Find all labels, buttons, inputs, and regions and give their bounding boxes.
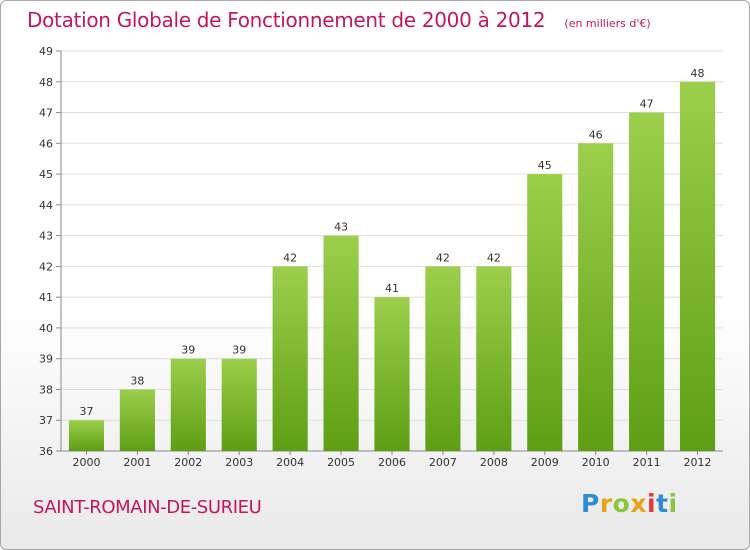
bar-2007 <box>425 266 461 451</box>
x-tick-label-2009: 2009 <box>531 456 559 469</box>
logo-letter: i <box>647 489 657 518</box>
title-row: Dotation Globale de Fonctionnement de 20… <box>27 8 651 32</box>
data-label-2007: 42 <box>436 251 450 264</box>
bars <box>68 81 716 452</box>
data-label-2005: 43 <box>334 221 348 234</box>
data-label-2012: 48 <box>691 67 705 80</box>
data-label-2011: 47 <box>640 98 654 111</box>
chart-subtitle: (en milliers d'€) <box>564 17 651 30</box>
y-tick-label: 46 <box>39 137 53 150</box>
data-label-2000: 37 <box>79 405 93 418</box>
x-tick-label-2008: 2008 <box>480 456 508 469</box>
proxiti-logo: Proxiti <box>581 489 678 518</box>
bar-2000 <box>68 420 105 451</box>
bar-2010 <box>578 143 614 452</box>
y-tick-label: 45 <box>39 168 53 181</box>
x-tick-label-2005: 2005 <box>327 456 355 469</box>
bar-2008 <box>476 266 512 451</box>
y-tick-label: 41 <box>39 291 53 304</box>
logo-letter: o <box>612 489 631 518</box>
bar-2005 <box>323 235 359 451</box>
y-tick-label: 38 <box>39 383 53 396</box>
y-tick-label: 36 <box>39 445 53 458</box>
bar-2006 <box>374 297 410 451</box>
commune-name: SAINT-ROMAIN-DE-SURIEU <box>33 497 262 518</box>
logo-letter: t <box>656 489 669 518</box>
x-tick-label-2011: 2011 <box>633 456 661 469</box>
chart-title: Dotation Globale de Fonctionnement de 20… <box>27 8 546 32</box>
data-label-2008: 42 <box>487 251 501 264</box>
y-tick-label: 44 <box>39 199 53 212</box>
y-tick-label: 49 <box>39 45 53 58</box>
logo-letter: r <box>599 489 613 518</box>
x-tick-label-2002: 2002 <box>174 456 202 469</box>
bar-2003 <box>221 358 257 451</box>
data-label-2002: 39 <box>181 344 195 357</box>
x-tick-label-2012: 2012 <box>684 456 712 469</box>
bar-2012 <box>679 81 716 452</box>
y-tick-label: 47 <box>39 107 53 120</box>
labels: 36 37 38 39 40 41 42 43 44 45 46 47 48 49 37 2000 38 2001… <box>39 45 712 469</box>
data-label-2006: 41 <box>385 282 399 295</box>
data-label-2003: 39 <box>232 344 246 357</box>
logo-letter: P <box>581 489 600 518</box>
bar-2004 <box>272 266 308 451</box>
y-tick-label: 40 <box>39 322 53 335</box>
y-tick-label: 48 <box>39 76 53 89</box>
data-label-2009: 45 <box>538 159 552 172</box>
data-label-2004: 42 <box>283 251 297 264</box>
logo-letter: x <box>630 489 647 518</box>
x-tick-label-2003: 2003 <box>225 456 253 469</box>
x-tick-label-2010: 2010 <box>582 456 610 469</box>
data-label-2001: 38 <box>130 374 144 387</box>
data-label-2010: 46 <box>589 128 603 141</box>
bar-2009 <box>527 174 563 452</box>
y-tick-label: 39 <box>39 353 53 366</box>
x-tick-label-2006: 2006 <box>378 456 406 469</box>
y-tick-label: 37 <box>39 414 53 427</box>
x-tick-label-2004: 2004 <box>276 456 304 469</box>
x-tick-label-2007: 2007 <box>429 456 457 469</box>
bar-2001 <box>119 389 155 451</box>
logo-letter: i <box>668 489 678 518</box>
x-tick-label-2001: 2001 <box>123 456 151 469</box>
bar-2002 <box>170 358 206 451</box>
x-tick-label-2000: 2000 <box>72 456 100 469</box>
y-tick-label: 43 <box>39 230 53 243</box>
bar-2011 <box>629 112 665 452</box>
y-tick-label: 42 <box>39 260 53 273</box>
